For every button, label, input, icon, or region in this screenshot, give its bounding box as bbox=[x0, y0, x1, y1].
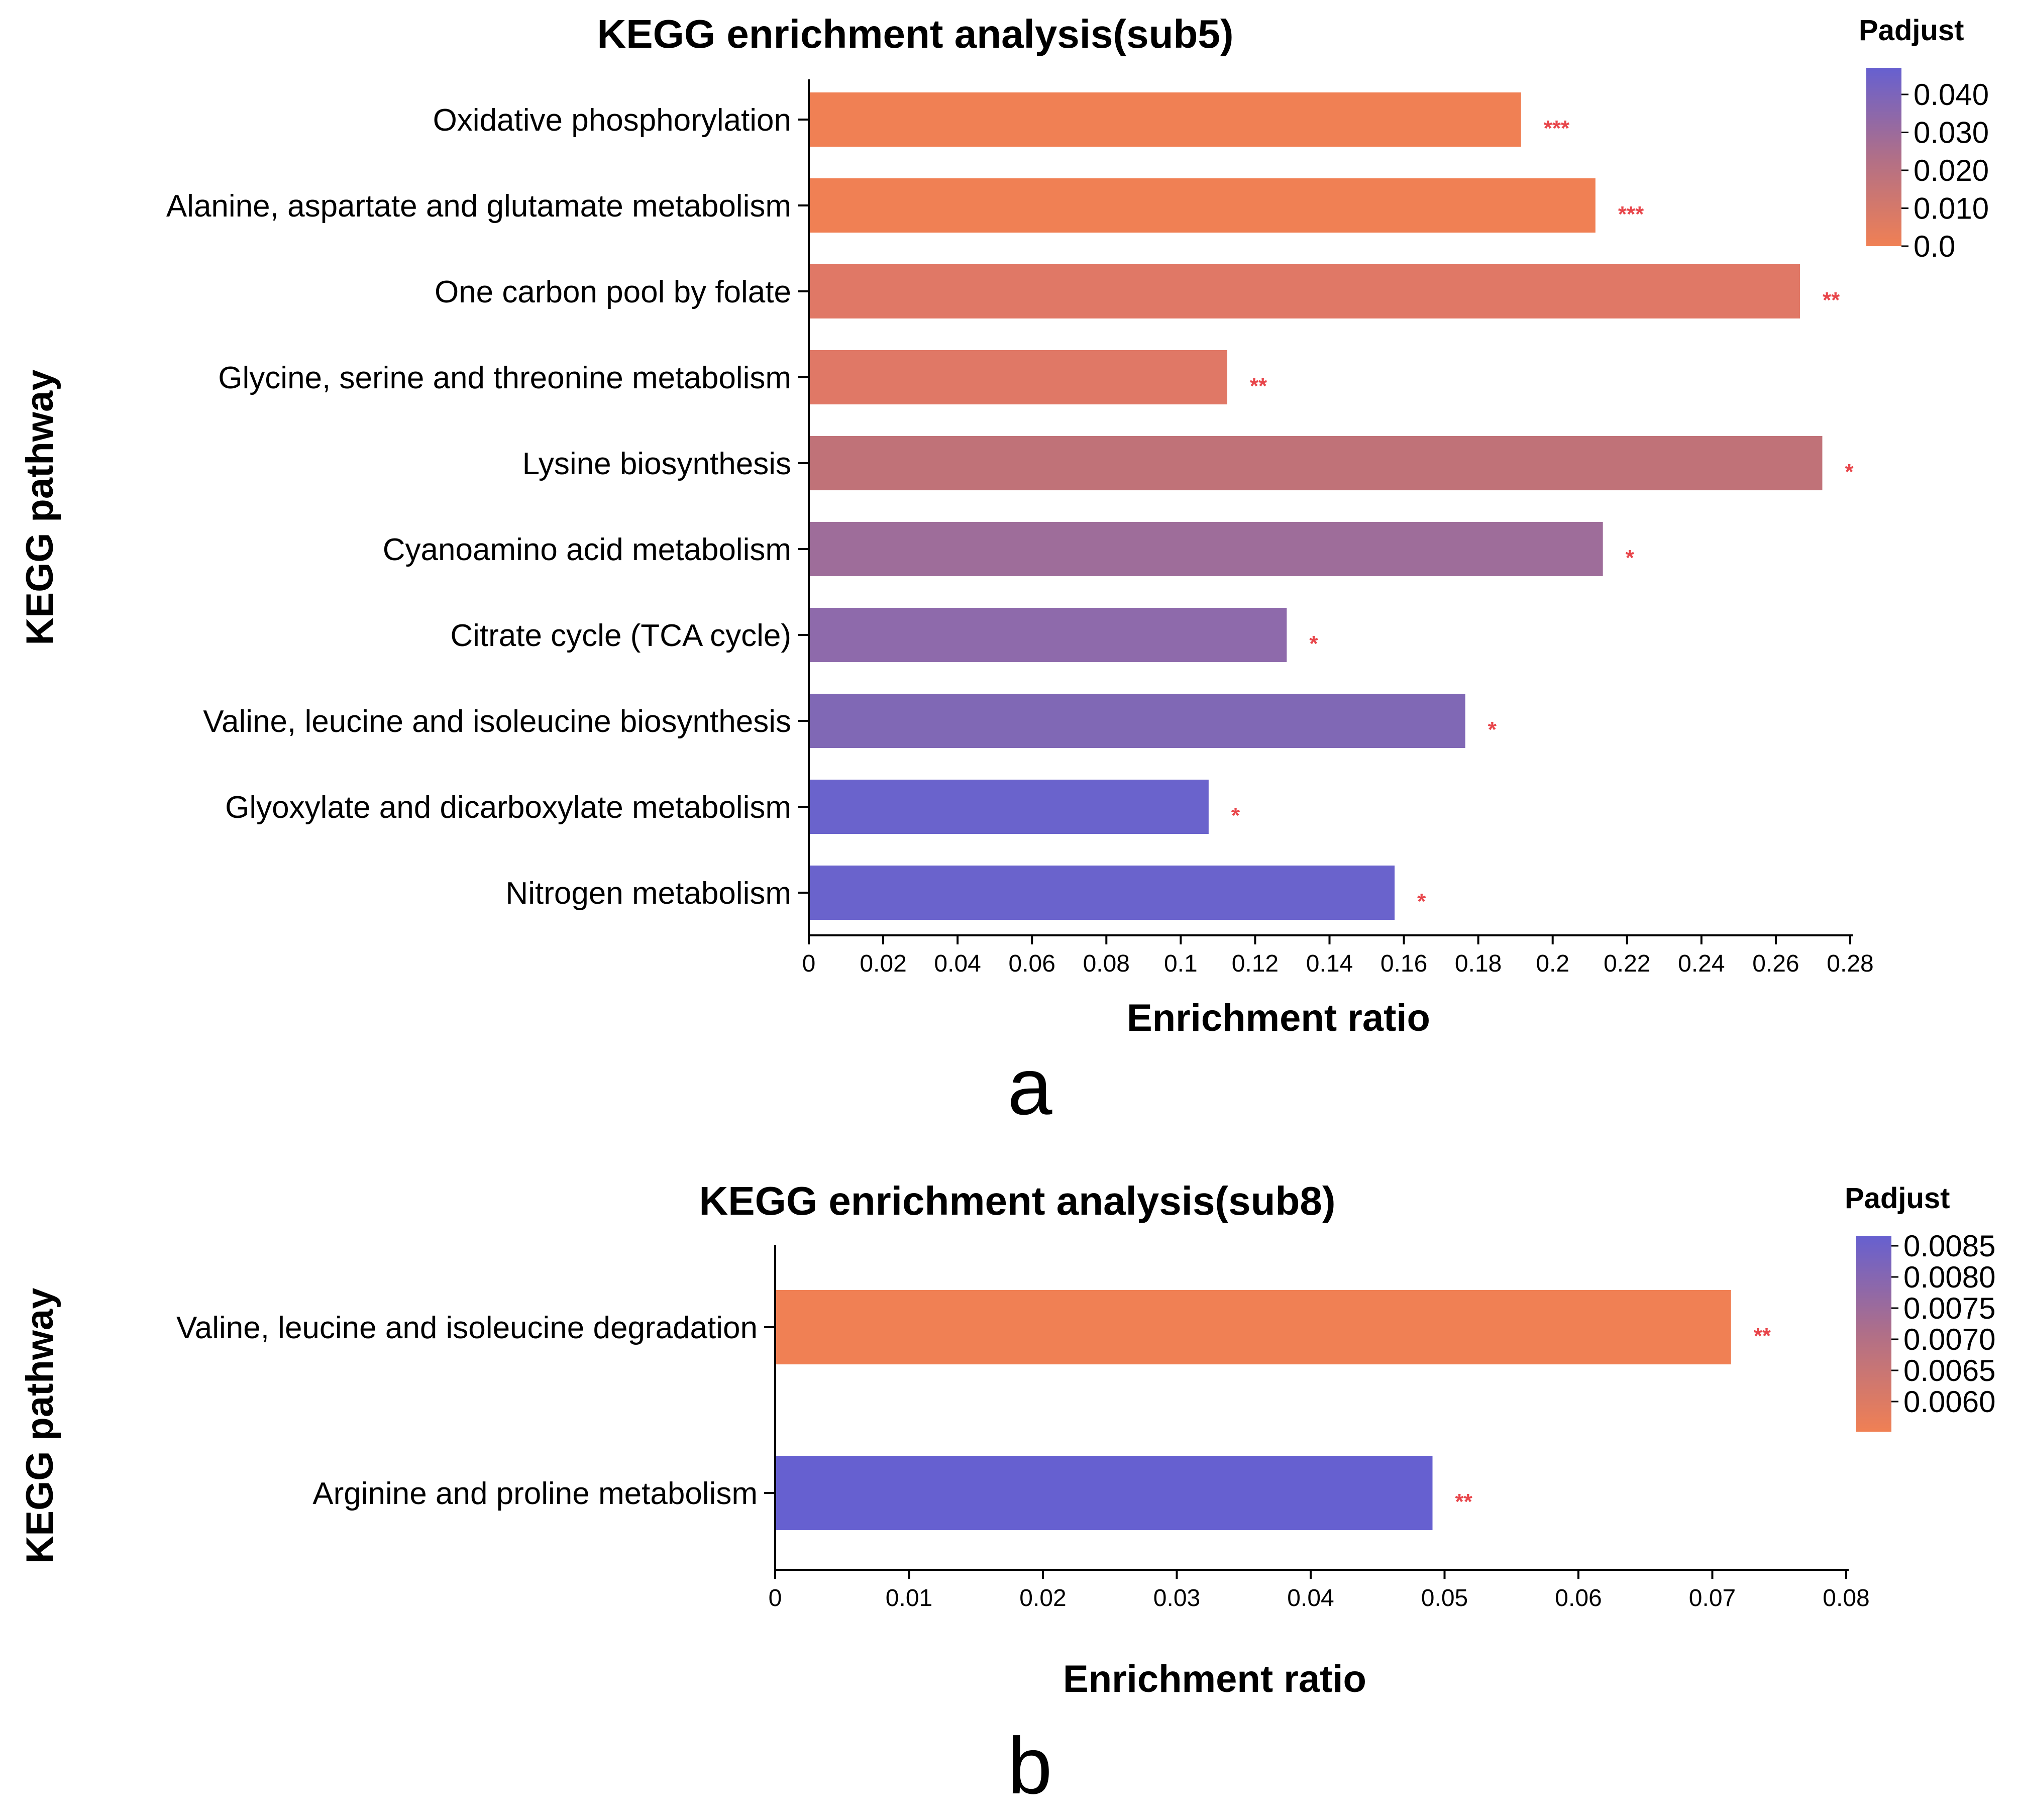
x-tick-label: 0 bbox=[769, 1585, 782, 1612]
x-tick-label: 0.12 bbox=[1232, 950, 1279, 977]
chart-b-legend-title: Padjust bbox=[1845, 1182, 1950, 1215]
category-label: Valine, leucine and isoleucine biosynthe… bbox=[203, 704, 791, 739]
category-label: Citrate cycle (TCA cycle) bbox=[450, 618, 791, 653]
bar bbox=[809, 608, 1287, 662]
x-tick-label: 0.08 bbox=[1083, 950, 1130, 977]
panel-b-chart: KEGG enrichment analysis(sub8) KEGG path… bbox=[19, 1179, 1996, 1810]
x-tick-label: 0.04 bbox=[934, 950, 981, 977]
bar bbox=[809, 264, 1800, 318]
x-tick-label: 0.1 bbox=[1164, 950, 1198, 977]
bar bbox=[809, 436, 1823, 490]
category-label: Glycine, serine and threonine metabolism bbox=[218, 361, 791, 395]
legend-tick-label: 0.030 bbox=[1914, 116, 1989, 150]
x-tick-label: 0.01 bbox=[886, 1585, 932, 1612]
x-tick-label: 0.14 bbox=[1306, 950, 1353, 977]
bar bbox=[809, 522, 1603, 576]
significance-label: ** bbox=[1455, 1489, 1473, 1514]
category-label: Valine, leucine and isoleucine degradati… bbox=[176, 1311, 758, 1345]
bar bbox=[809, 92, 1521, 147]
bar bbox=[809, 780, 1209, 834]
chart-b-title: KEGG enrichment analysis(sub8) bbox=[699, 1179, 1335, 1223]
significance-label: * bbox=[1488, 717, 1497, 742]
legend-tick-label: 0.0060 bbox=[1903, 1385, 1996, 1419]
chart-b-ylabel: KEGG pathway bbox=[19, 1288, 61, 1564]
x-tick-label: 0.24 bbox=[1678, 950, 1725, 977]
chart-a-title: KEGG enrichment analysis(sub5) bbox=[597, 12, 1233, 56]
legend-tick-label: 0.0065 bbox=[1903, 1354, 1996, 1387]
significance-label: *** bbox=[1544, 116, 1570, 141]
x-tick-label: 0.28 bbox=[1827, 950, 1873, 977]
legend-tick-label: 0.0070 bbox=[1903, 1323, 1996, 1356]
bar bbox=[775, 1290, 1731, 1364]
chart-a-legend-title: Padjust bbox=[1859, 14, 1964, 47]
x-tick-label: 0 bbox=[802, 950, 816, 977]
chart-a-bars: **************** bbox=[809, 92, 1854, 920]
legend-tick-label: 0.0075 bbox=[1903, 1292, 1996, 1325]
x-tick-label: 0.02 bbox=[860, 950, 906, 977]
category-label: Arginine and proline metabolism bbox=[312, 1476, 758, 1511]
legend-tick-label: 0.040 bbox=[1914, 78, 1989, 112]
legend-tick-label: 0.020 bbox=[1914, 154, 1989, 187]
category-label: Glyoxylate and dicarboxylate metabolism bbox=[225, 790, 791, 825]
legend-tick-label: 0.0 bbox=[1914, 230, 1955, 263]
x-tick-label: 0.03 bbox=[1153, 1585, 1200, 1612]
bar bbox=[809, 694, 1465, 748]
chart-a-x-ticks: 0 0.02 0.04 0.06 0.08 0.1 0.12 0.14 0.16 0.18 0.2 0… bbox=[802, 935, 1874, 977]
category-label: Nitrogen metabolism bbox=[505, 876, 791, 911]
x-tick-label: 0.02 bbox=[1019, 1585, 1066, 1612]
chart-b-xlabel: Enrichment ratio bbox=[1063, 1658, 1366, 1700]
x-tick-label: 0.05 bbox=[1421, 1585, 1468, 1612]
significance-label: * bbox=[1845, 460, 1854, 484]
chart-a-ylabel: KEGG pathway bbox=[19, 370, 61, 646]
chart-b-legend-colorbar bbox=[1856, 1236, 1891, 1432]
chart-a-legend: Padjust 0.040 0.030 0.020 0.010 0.0 bbox=[1859, 14, 1989, 263]
category-label: Oxidative phosphorylation bbox=[433, 103, 791, 138]
category-label: Cyanoamino acid metabolism bbox=[383, 532, 791, 567]
x-tick-label: 0.04 bbox=[1287, 1585, 1334, 1612]
chart-b-x-ticks: 0 0.01 0.02 0.03 0.04 0.05 0.06 0.07 0.08 bbox=[769, 1570, 1870, 1612]
x-tick-label: 0.22 bbox=[1604, 950, 1650, 977]
category-label: Alanine, aspartate and glutamate metabol… bbox=[166, 189, 791, 224]
x-tick-label: 0.08 bbox=[1823, 1585, 1869, 1612]
significance-label: ** bbox=[1754, 1324, 1771, 1348]
significance-label: * bbox=[1417, 889, 1426, 914]
bar bbox=[809, 350, 1227, 404]
bar bbox=[775, 1456, 1433, 1530]
bar bbox=[809, 866, 1395, 920]
x-tick-label: 0.16 bbox=[1380, 950, 1427, 977]
significance-label: * bbox=[1626, 546, 1635, 570]
x-tick-label: 0.26 bbox=[1752, 950, 1799, 977]
legend-tick-label: 0.010 bbox=[1914, 192, 1989, 226]
chart-a-xlabel: Enrichment ratio bbox=[1127, 997, 1430, 1039]
panel-a-chart: KEGG enrichment analysis(sub5) KEGG path… bbox=[19, 12, 1989, 1131]
bar bbox=[809, 178, 1596, 233]
chart-b-bars: ** ** bbox=[775, 1290, 1771, 1530]
category-label: Lysine biosynthesis bbox=[522, 447, 791, 481]
x-tick-label: 0.2 bbox=[1536, 950, 1569, 977]
panel-a-letter: a bbox=[1008, 1041, 1052, 1131]
chart-b-legend: Padjust 0.00850.00800.00750.00700.00650.… bbox=[1845, 1182, 1996, 1432]
chart-b-category-labels: Valine, leucine and isoleucine degradati… bbox=[176, 1311, 775, 1511]
legend-tick-label: 0.0085 bbox=[1903, 1229, 1996, 1263]
significance-label: * bbox=[1309, 631, 1318, 656]
x-tick-label: 0.06 bbox=[1009, 950, 1055, 977]
significance-label: ** bbox=[1250, 374, 1267, 398]
panel-b-letter: b bbox=[1008, 1721, 1052, 1810]
category-label: One carbon pool by folate bbox=[435, 275, 791, 309]
chart-a-legend-ticks: 0.040 0.030 0.020 0.010 0.0 bbox=[1901, 78, 1989, 263]
chart-a-legend-colorbar bbox=[1866, 68, 1901, 246]
x-tick-label: 0.07 bbox=[1689, 1585, 1736, 1612]
chart-a-category-labels: Oxidative phosphorylation Alanine, aspart… bbox=[166, 103, 809, 911]
significance-label: * bbox=[1231, 803, 1240, 828]
x-tick-label: 0.18 bbox=[1455, 950, 1502, 977]
significance-label: *** bbox=[1618, 202, 1644, 227]
legend-tick-label: 0.0080 bbox=[1903, 1260, 1996, 1294]
x-tick-label: 0.06 bbox=[1555, 1585, 1602, 1612]
significance-label: ** bbox=[1823, 288, 1840, 312]
